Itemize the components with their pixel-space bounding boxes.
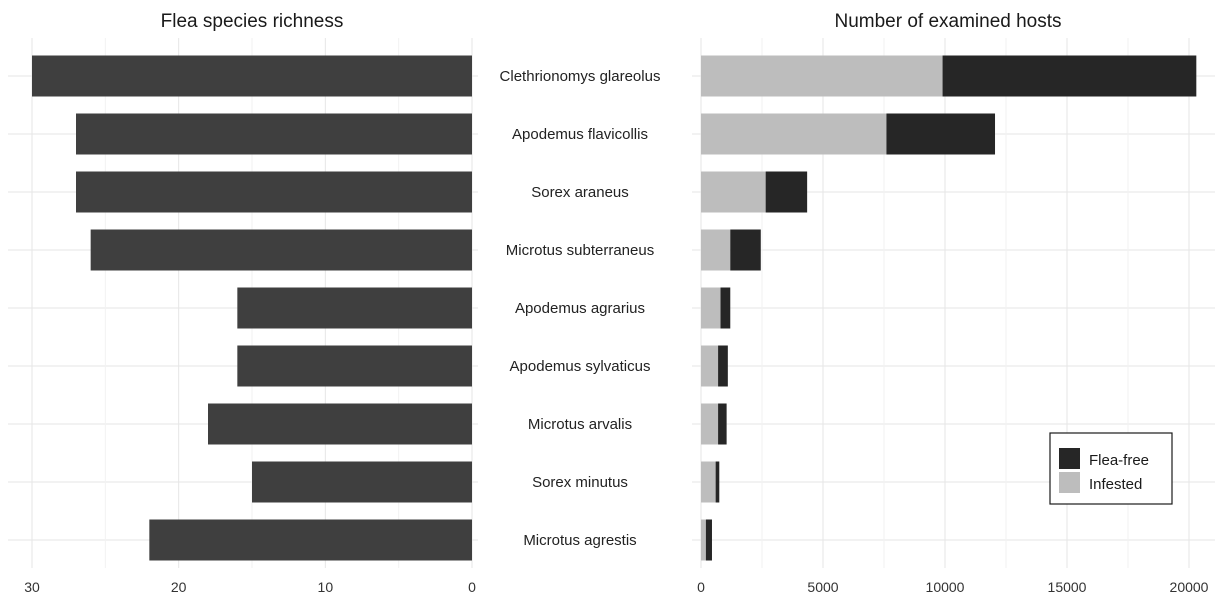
category-labels: Clethrionomys glareolus Apodemus flavicol… (500, 68, 661, 549)
right-bar-infested-3 (701, 171, 766, 213)
category-label: Microtus arvalis (528, 416, 632, 433)
left-bar-2 (76, 113, 472, 155)
category-label: Clethrionomys glareolus (500, 68, 661, 85)
legend-label-infested: Infested (1089, 476, 1142, 493)
right-bar-infested-2 (701, 113, 887, 155)
legend-swatch-flea-free (1059, 448, 1080, 469)
right-tick-label: 0 (697, 579, 705, 595)
left-bar-3 (76, 171, 472, 213)
left-bar-9 (149, 519, 473, 561)
left-x-tick-labels: 30 20 10 0 (24, 579, 476, 595)
legend-label-flea-free: Flea-free (1089, 452, 1149, 469)
left-tick-label: 20 (171, 579, 187, 595)
right-bar-infested-8 (701, 461, 716, 503)
right-bar-infested-9 (701, 519, 706, 561)
right-bar-infested-7 (701, 403, 719, 445)
left-chart-title: Flea species richness (161, 11, 344, 32)
category-label: Sorex araneus (531, 184, 629, 201)
legend-swatch-infested (1059, 472, 1080, 493)
left-bars (32, 55, 473, 561)
right-bar-flea-free-5 (720, 287, 731, 329)
right-bar-flea-free-9 (705, 519, 712, 561)
category-label: Apodemus flavicollis (512, 126, 648, 143)
right-bar-flea-free-3 (765, 171, 808, 213)
left-bar-8 (252, 461, 472, 503)
left-bar-4 (90, 229, 473, 271)
category-label: Microtus subterraneus (506, 242, 654, 259)
examined-hosts-panel: 0 5000 10000 15000 20000 Number of examined … (692, 11, 1215, 595)
left-tick-label: 30 (24, 579, 40, 595)
right-bar-flea-free-8 (715, 461, 720, 503)
right-chart-title: Number of examined hosts (834, 11, 1061, 32)
left-bar-1 (32, 55, 472, 97)
category-label: Apodemus sylvaticus (510, 358, 651, 375)
flea-richness-panel: 30 20 10 0 Flea species richness (8, 11, 478, 595)
right-bar-infested-4 (701, 229, 731, 271)
category-label: Apodemus agrarius (515, 300, 645, 317)
right-bar-infested-5 (701, 287, 721, 329)
right-bar-flea-free-6 (718, 345, 728, 387)
right-x-tick-labels: 0 5000 10000 15000 20000 (697, 579, 1209, 595)
category-label: Microtus agrestis (523, 532, 636, 549)
right-bars (701, 55, 1197, 561)
right-bar-infested-6 (701, 345, 719, 387)
right-bar-flea-free-7 (718, 403, 727, 445)
left-tick-label: 0 (468, 579, 476, 595)
right-bar-flea-free-4 (730, 229, 761, 271)
legend: Flea-free Infested (1049, 432, 1173, 505)
right-bar-flea-free-2 (886, 113, 996, 155)
right-tick-label: 15000 (1048, 579, 1087, 595)
left-tick-label: 10 (318, 579, 334, 595)
right-tick-label: 20000 (1170, 579, 1209, 595)
left-bar-7 (208, 403, 472, 445)
right-bar-infested-1 (701, 55, 943, 97)
left-bar-6 (237, 345, 472, 387)
right-tick-label: 5000 (807, 579, 838, 595)
left-bar-5 (237, 287, 472, 329)
right-tick-label: 10000 (926, 579, 965, 595)
category-label: Sorex minutus (532, 474, 628, 491)
right-bar-flea-free-1 (942, 55, 1197, 97)
